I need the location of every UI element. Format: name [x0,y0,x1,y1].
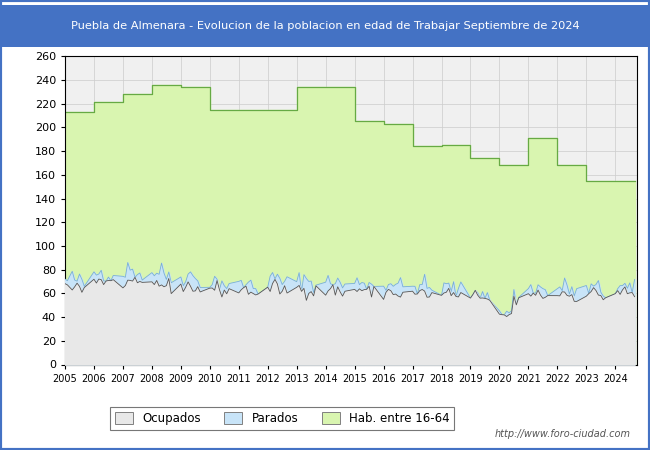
Legend: Ocupados, Parados, Hab. entre 16-64: Ocupados, Parados, Hab. entre 16-64 [111,407,454,430]
Text: http://www.foro-ciudad.com: http://www.foro-ciudad.com [495,429,630,439]
Text: Puebla de Almenara - Evolucion de la poblacion en edad de Trabajar Septiembre de: Puebla de Almenara - Evolucion de la pob… [71,21,579,31]
